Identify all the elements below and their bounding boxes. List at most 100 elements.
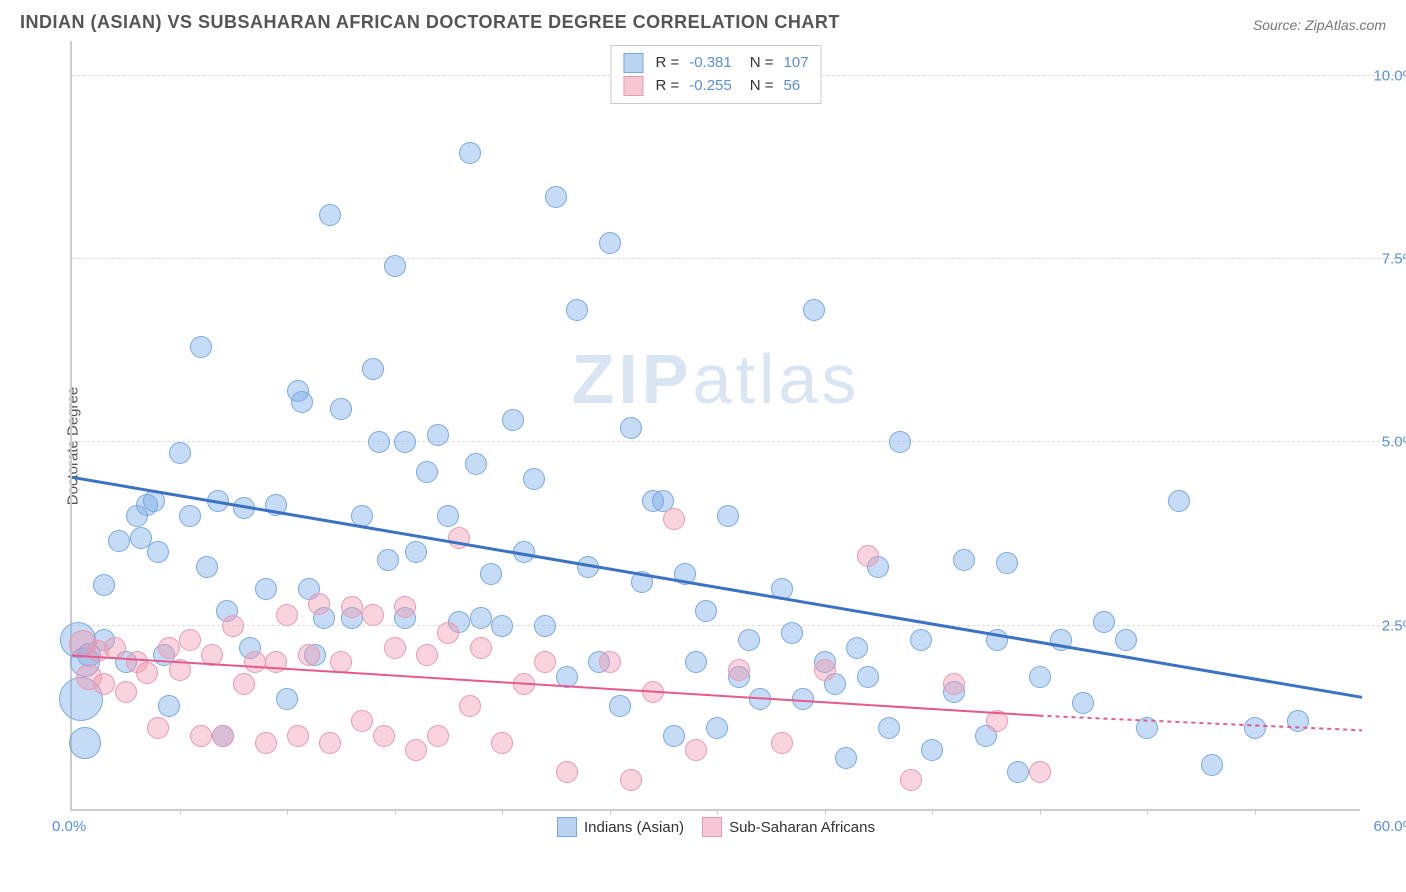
scatter-point: [330, 398, 352, 420]
scatter-point: [1093, 611, 1115, 633]
scatter-point: [986, 710, 1008, 732]
scatter-point: [190, 725, 212, 747]
x-minor-tick: [1255, 809, 1256, 815]
y-tick-label: 5.0%: [1382, 434, 1406, 451]
x-minor-tick: [825, 809, 826, 815]
scatter-point: [287, 725, 309, 747]
scatter-point: [1136, 717, 1158, 739]
legend-row: R =-0.255N =56: [623, 75, 808, 98]
scatter-point: [448, 527, 470, 549]
scatter-point: [169, 659, 191, 681]
scatter-point: [276, 688, 298, 710]
scatter-point: [233, 497, 255, 519]
scatter-point: [104, 637, 126, 659]
scatter-point: [93, 574, 115, 596]
y-tick-label: 2.5%: [1382, 617, 1406, 634]
scatter-point: [1007, 761, 1029, 783]
scatter-point: [377, 549, 399, 571]
scatter-point: [319, 204, 341, 226]
scatter-point: [416, 644, 438, 666]
legend-item: Sub-Saharan Africans: [702, 817, 875, 837]
scatter-point: [685, 739, 707, 761]
scatter-point: [416, 461, 438, 483]
scatter-point: [910, 629, 932, 651]
n-label: N =: [750, 52, 774, 75]
scatter-point: [771, 578, 793, 600]
r-label: R =: [655, 52, 679, 75]
scatter-point: [749, 688, 771, 710]
scatter-point: [857, 545, 879, 567]
scatter-point: [846, 637, 868, 659]
scatter-point: [599, 651, 621, 673]
legend-label: Indians (Asian): [584, 819, 684, 836]
scatter-point: [330, 651, 352, 673]
legend-swatch: [557, 817, 577, 837]
scatter-point: [523, 468, 545, 490]
scatter-point: [69, 727, 101, 759]
scatter-point: [513, 541, 535, 563]
scatter-point: [556, 666, 578, 688]
scatter-point: [792, 688, 814, 710]
scatter-point: [599, 232, 621, 254]
scatter-point: [577, 556, 599, 578]
scatter-point: [207, 490, 229, 512]
scatter-point: [291, 391, 313, 413]
scatter-point: [620, 769, 642, 791]
scatter-point: [1072, 692, 1094, 714]
scatter-point: [190, 336, 212, 358]
scatter-point: [319, 732, 341, 754]
x-axis-max-label: 60.0%: [1373, 818, 1406, 835]
scatter-point: [427, 725, 449, 747]
scatter-point: [459, 695, 481, 717]
n-value: 107: [784, 52, 809, 75]
scatter-point: [943, 673, 965, 695]
n-value: 56: [784, 75, 801, 98]
scatter-point: [695, 600, 717, 622]
x-minor-tick: [1040, 809, 1041, 815]
r-label: R =: [655, 75, 679, 98]
gridline: [72, 441, 1406, 442]
scatter-point: [93, 673, 115, 695]
trend-line-dashed: [1040, 716, 1363, 731]
scatter-point: [663, 508, 685, 530]
scatter-point: [341, 596, 363, 618]
y-tick-label: 10.0%: [1373, 67, 1406, 84]
scatter-point: [368, 431, 390, 453]
scatter-point: [384, 637, 406, 659]
scatter-point: [351, 505, 373, 527]
header-bar: INDIAN (ASIAN) VS SUBSAHARAN AFRICAN DOC…: [0, 0, 1406, 41]
n-label: N =: [750, 75, 774, 98]
scatter-point: [394, 596, 416, 618]
x-minor-tick: [1147, 809, 1148, 815]
scatter-point: [427, 424, 449, 446]
scatter-point: [136, 662, 158, 684]
scatter-point: [201, 644, 223, 666]
scatter-point: [502, 409, 524, 431]
scatter-point: [534, 615, 556, 637]
x-minor-tick: [610, 809, 611, 815]
scatter-point: [158, 695, 180, 717]
scatter-point: [470, 607, 492, 629]
scatter-point: [1050, 629, 1072, 651]
scatter-point: [265, 494, 287, 516]
x-axis-min-label: 0.0%: [52, 818, 86, 835]
legend-swatch: [623, 53, 643, 73]
scatter-point: [108, 530, 130, 552]
scatter-point: [465, 453, 487, 475]
scatter-point: [642, 681, 664, 703]
scatter-point: [814, 659, 836, 681]
scatter-point: [953, 549, 975, 571]
scatter-point: [738, 629, 760, 651]
y-tick-label: 7.5%: [1382, 251, 1406, 268]
scatter-point: [351, 710, 373, 732]
chart-title: INDIAN (ASIAN) VS SUBSAHARAN AFRICAN DOC…: [20, 12, 840, 33]
scatter-point: [308, 593, 330, 615]
scatter-point: [115, 681, 137, 703]
scatter-point: [212, 725, 234, 747]
scatter-point: [685, 651, 707, 673]
scatter-point: [459, 142, 481, 164]
source-attribution: Source: ZipAtlas.com: [1253, 17, 1386, 33]
scatter-point: [158, 637, 180, 659]
scatter-point: [706, 717, 728, 739]
scatter-point: [631, 571, 653, 593]
